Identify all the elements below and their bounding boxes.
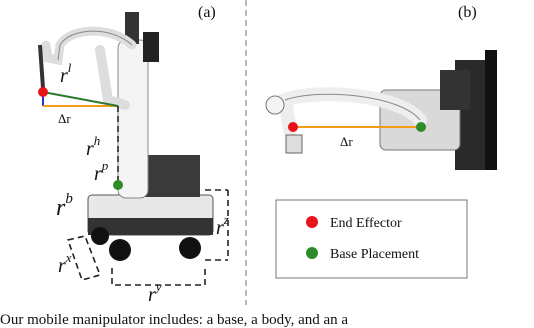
symbol: rh — [86, 133, 100, 160]
screen — [143, 32, 159, 62]
robot-arm-lower — [95, 45, 130, 110]
legend-label: Base Placement — [330, 247, 419, 262]
rz-dimension — [205, 189, 229, 261]
legend-marker — [306, 247, 318, 259]
symbol-base: r — [148, 284, 156, 306]
caption: Our mobile manipulator includes: a base,… — [0, 312, 348, 328]
top-joint — [265, 95, 285, 115]
symbol-sup: l — [68, 60, 72, 75]
symbol-base: r — [56, 195, 66, 221]
top-computer — [440, 70, 470, 110]
delta-label: Δr — [58, 111, 71, 126]
panel-label: (b) — [458, 4, 477, 21]
symbol-sup: b — [65, 191, 73, 207]
robot-top-view — [265, 50, 497, 170]
legend-box — [275, 199, 468, 279]
ry-dimension — [111, 268, 206, 286]
symbol: rb — [56, 191, 73, 221]
rx-dimension — [66, 235, 102, 281]
robot-side-view — [38, 12, 229, 286]
symbol-sup: z — [223, 212, 229, 227]
symbol: ry — [148, 279, 162, 306]
top-gripper — [285, 134, 303, 154]
base-placement-dot — [416, 122, 426, 132]
symbol-sup: y — [154, 279, 162, 294]
panel-label: (a) — [198, 4, 216, 21]
gripper — [38, 44, 45, 89]
reach-line — [42, 91, 119, 107]
delta-label: Δr — [340, 134, 353, 149]
symbol: rx — [58, 250, 72, 277]
arm-outline — [57, 30, 133, 61]
symbol: rz — [216, 212, 229, 239]
camera-mast — [125, 12, 139, 44]
robot-computer — [145, 155, 200, 197]
symbol-base: r — [60, 65, 68, 87]
base-placement-dot — [113, 180, 123, 190]
symbol-sup: h — [94, 133, 101, 148]
symbol-sup: x — [65, 250, 72, 265]
symbol-base: r — [216, 217, 224, 239]
wheel — [179, 237, 201, 259]
robot-body — [117, 39, 149, 199]
end-effector-dot — [38, 87, 48, 97]
top-arm-outline — [284, 93, 421, 121]
symbol: rp — [94, 158, 109, 185]
base-bumper — [88, 218, 213, 235]
legend-label: End Effector — [330, 216, 402, 231]
wheel — [109, 239, 131, 261]
symbol-sup: p — [101, 158, 109, 173]
wheel — [91, 227, 109, 245]
symbol-base: r — [94, 163, 102, 185]
symbol-base: r — [58, 255, 66, 277]
symbol: rl — [60, 60, 72, 87]
legend-marker — [306, 216, 318, 228]
symbol-base: r — [86, 138, 94, 160]
top-screen — [485, 50, 497, 170]
end-effector-dot — [288, 122, 298, 132]
